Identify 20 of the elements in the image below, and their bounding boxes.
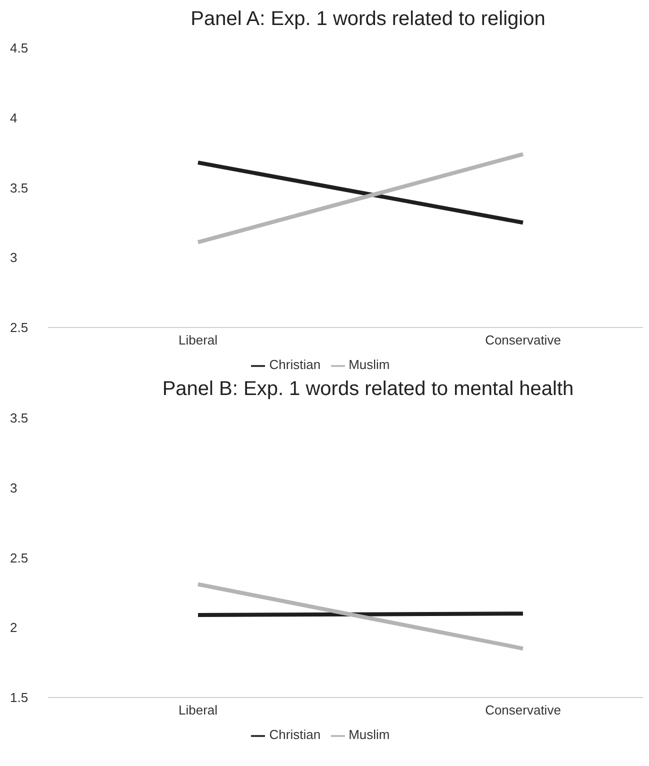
y-tick-label: 4 xyxy=(10,110,18,126)
y-tick-label: 3.5 xyxy=(10,410,28,426)
y-tick-label: 2.5 xyxy=(10,320,28,336)
y-tick-label: 3.5 xyxy=(10,180,28,196)
x-tick-label: Conservative xyxy=(485,332,561,348)
y-tick-label: 3 xyxy=(10,480,18,496)
y-tick-label: 2.5 xyxy=(10,550,28,566)
x-tick-label: Conservative xyxy=(485,702,561,718)
y-tick-label: 1.5 xyxy=(10,690,28,706)
y-tick-label: 3 xyxy=(10,250,18,266)
x-tick-label: Liberal xyxy=(178,332,218,348)
y-tick-label: 4.5 xyxy=(10,40,28,56)
legend-label: Christian xyxy=(269,357,321,372)
legend-label: Christian xyxy=(269,727,321,742)
chart-title: Panel A: Exp. 1 words related to religion xyxy=(190,8,546,32)
y-tick-label: 2 xyxy=(10,620,18,636)
legend-label: Muslim xyxy=(348,727,390,742)
chart-title: Panel B: Exp. 1 words related to mental health xyxy=(161,378,575,402)
x-tick-label: Liberal xyxy=(178,702,218,718)
legend-label: Muslim xyxy=(348,357,390,372)
